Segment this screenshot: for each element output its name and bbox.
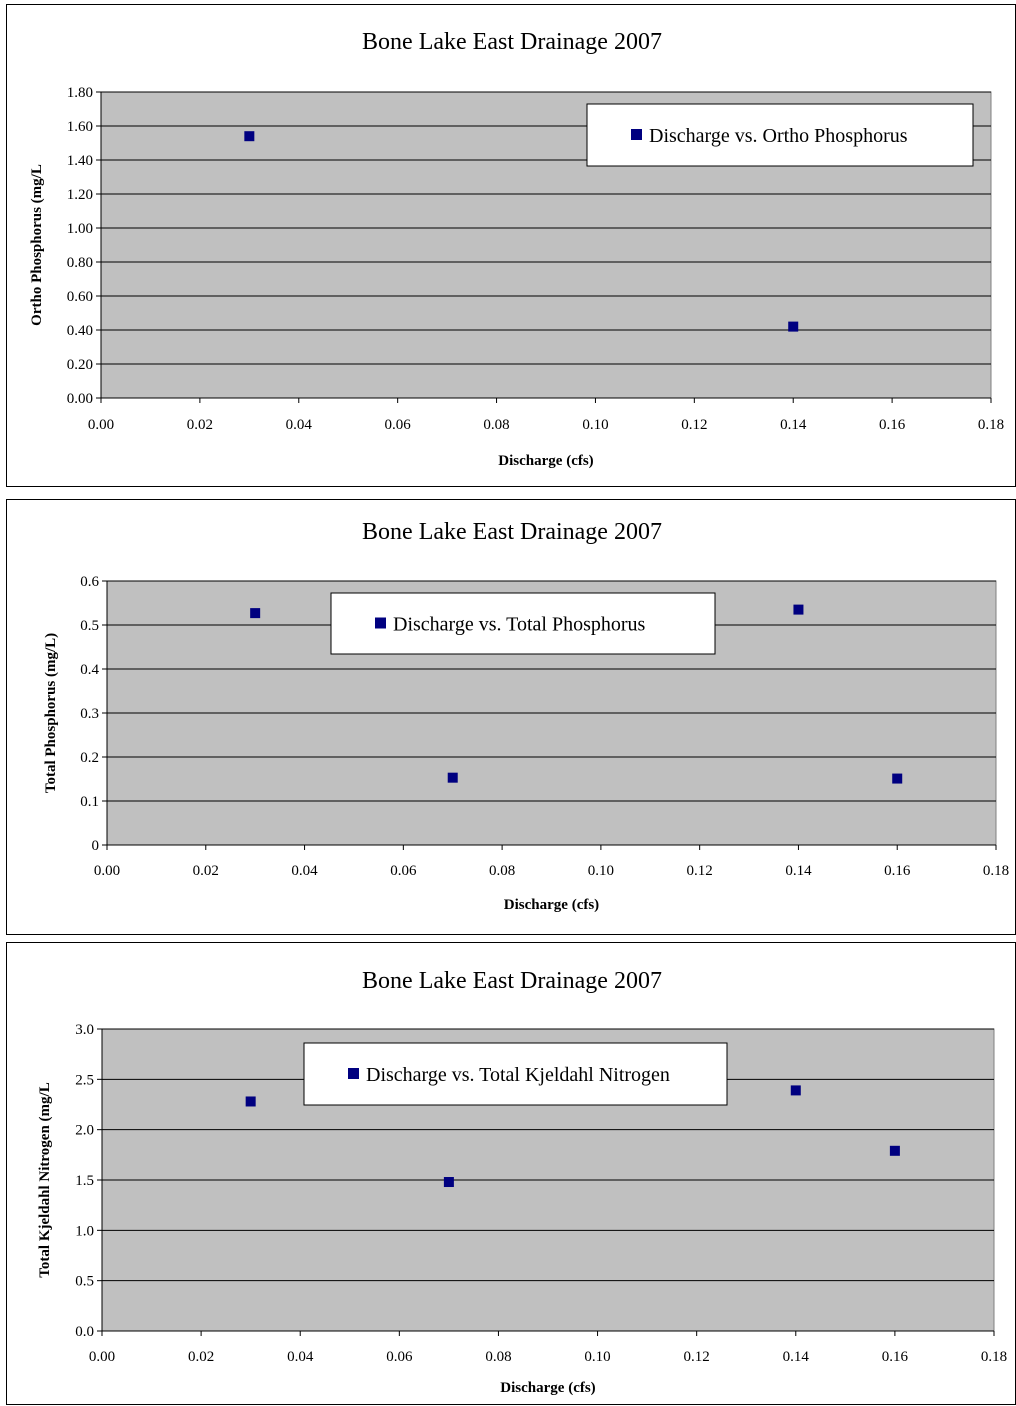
x-tick-label: 0.00 <box>88 417 114 433</box>
legend-label: Discharge vs. Ortho Phosphorus <box>649 125 908 147</box>
legend-label: Discharge vs. Total Kjeldahl Nitrogen <box>366 1064 670 1086</box>
y-tick-label: 2.5 <box>75 1072 94 1088</box>
data-point <box>245 1096 256 1107</box>
y-tick-label: 1.40 <box>67 153 93 169</box>
chart-svg-total-phosphorus: Bone Lake East Drainage 2007 0 0.1 0.2 0.3 0.… <box>43 519 1009 913</box>
y-tick-label: 1.60 <box>67 119 93 135</box>
y-tick-label: 2.0 <box>75 1123 94 1139</box>
y-axis-label: Total Kjeldahl Nitrogen (mg/L <box>37 1082 53 1277</box>
x-tick-label: 0.02 <box>187 417 213 433</box>
x-tick-label: 0.18 <box>981 1349 1007 1365</box>
y-tick-label: 3.0 <box>75 1022 94 1038</box>
data-point <box>889 1145 900 1156</box>
y-tick-label: 0.00 <box>67 391 93 407</box>
x-tick-label: 0.06 <box>390 863 417 879</box>
x-tick-label: 0.16 <box>882 1349 909 1365</box>
legend-marker <box>348 1068 359 1079</box>
legend-label: Discharge vs. Total Phosphorus <box>393 614 646 636</box>
x-tick-label: 0.12 <box>684 1349 710 1365</box>
x-tick-label: 0.00 <box>94 863 120 879</box>
x-tick-label: 0.04 <box>286 417 313 433</box>
chart-panel-total-phosphorus: Bone Lake East Drainage 2007 0 0.1 0.2 0.3 0.… <box>6 499 1016 935</box>
x-tick-label: 0.10 <box>588 863 614 879</box>
x-tick-label: 0.08 <box>485 1349 511 1365</box>
y-tick-label: 0.1 <box>80 794 99 810</box>
x-tick-label: 0.12 <box>687 863 713 879</box>
data-point <box>443 1177 454 1188</box>
y-tick-label: 1.80 <box>67 85 93 101</box>
y-tick-label: 0.3 <box>80 706 99 722</box>
y-tick-label: 0.20 <box>67 357 93 373</box>
x-tick-label: 0.00 <box>89 1349 115 1365</box>
y-tick-label: 1.00 <box>67 221 93 237</box>
y-tick-label: 0 <box>92 838 100 854</box>
data-point <box>790 1085 801 1096</box>
x-tick-label: 0.16 <box>884 863 911 879</box>
y-axis-label: Ortho Phosphorus (mg/L <box>29 164 45 326</box>
legend-box <box>330 592 716 655</box>
x-tick-label: 0.10 <box>584 1349 610 1365</box>
y-tick-label: 0.80 <box>67 255 93 271</box>
x-tick-label: 0.04 <box>291 863 318 879</box>
x-tick-label: 0.02 <box>193 863 219 879</box>
x-axis-label: Discharge (cfs) <box>498 453 593 469</box>
chart-title: Bone Lake East Drainage 2007 <box>362 968 662 994</box>
x-tick-label: 0.14 <box>783 1349 810 1365</box>
x-tick-label: 0.18 <box>978 417 1004 433</box>
chart-title: Bone Lake East Drainage 2007 <box>362 519 662 545</box>
x-tick-label: 0.14 <box>785 863 812 879</box>
x-tick-label: 0.02 <box>188 1349 214 1365</box>
x-axis-label: Discharge (cfs) <box>500 1380 595 1396</box>
x-tick-label: 0.16 <box>879 417 906 433</box>
x-tick-label: 0.06 <box>386 1349 413 1365</box>
y-tick-label: 1.0 <box>75 1223 94 1239</box>
data-point <box>250 608 261 619</box>
x-tick-label: 0.04 <box>287 1349 314 1365</box>
x-tick-label: 0.10 <box>582 417 608 433</box>
x-tick-label: 0.06 <box>385 417 412 433</box>
chart-panel-total-kjeldahl-nitrogen: Bone Lake East Drainage 2007 0.0 0.5 1.0 1.5… <box>6 942 1016 1405</box>
data-point <box>892 773 903 784</box>
data-point <box>447 772 458 783</box>
x-tick-label: 0.08 <box>489 863 515 879</box>
x-tick-label: 0.14 <box>780 417 807 433</box>
y-tick-label: 0.2 <box>80 750 99 766</box>
chart-panel-ortho-phosphorus: Bone Lake East Drainage 2007 0.00 0.20 0.40… <box>6 4 1016 487</box>
legend-box <box>586 103 974 167</box>
legend-box <box>303 1042 728 1106</box>
x-tick-label: 0.08 <box>483 417 509 433</box>
y-tick-label: 0.5 <box>80 618 99 634</box>
data-point <box>788 321 799 332</box>
data-point <box>244 131 255 142</box>
legend-marker <box>631 129 642 140</box>
chart-svg-ortho-phosphorus: Bone Lake East Drainage 2007 0.00 0.20 0.40… <box>29 29 1004 469</box>
x-tick-label: 0.12 <box>681 417 707 433</box>
data-point <box>793 604 804 615</box>
y-tick-label: 0.5 <box>75 1274 94 1290</box>
y-tick-label: 1.5 <box>75 1173 94 1189</box>
x-tick-label: 0.18 <box>983 863 1009 879</box>
y-tick-label: 0.40 <box>67 323 93 339</box>
y-tick-label: 0.4 <box>80 662 99 678</box>
x-axis-label: Discharge (cfs) <box>504 897 599 913</box>
y-tick-label: 1.20 <box>67 187 93 203</box>
chart-title: Bone Lake East Drainage 2007 <box>362 29 662 55</box>
y-tick-label: 0.60 <box>67 289 93 305</box>
y-tick-label: 0.0 <box>75 1324 94 1340</box>
y-tick-label: 0.6 <box>80 574 99 590</box>
chart-svg-total-kjeldahl-nitrogen: Bone Lake East Drainage 2007 0.0 0.5 1.0 1.5… <box>37 968 1007 1396</box>
legend-marker <box>375 617 386 629</box>
y-axis-label: Total Phosphorus (mg/L) <box>43 633 59 793</box>
